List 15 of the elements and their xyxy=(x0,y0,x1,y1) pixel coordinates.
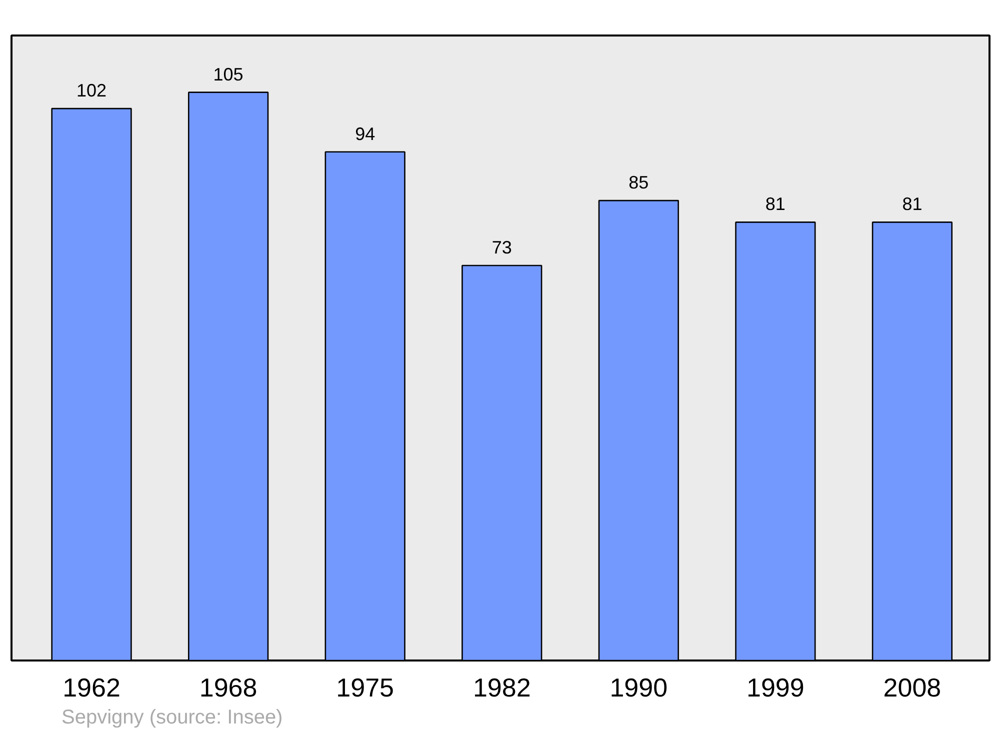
data-label: 81 xyxy=(765,194,786,214)
data-label: 94 xyxy=(355,124,376,144)
x-tick-label: 1975 xyxy=(336,672,394,702)
data-label: 81 xyxy=(902,194,922,214)
x-tick-label: 1982 xyxy=(472,672,531,702)
x-tick-label: 1999 xyxy=(746,672,804,702)
data-label: 102 xyxy=(76,80,107,101)
text: Sepvigny (source: Insee) xyxy=(62,706,283,728)
data-label: 105 xyxy=(213,64,244,84)
x-tick-label: 2008 xyxy=(883,672,942,702)
x-tick-label: 1968 xyxy=(199,672,258,702)
data-label: 85 xyxy=(628,172,649,193)
data-label: 73 xyxy=(492,237,512,258)
x-tick-label: 1990 xyxy=(610,672,668,702)
x-tick-label: 1962 xyxy=(62,672,120,702)
